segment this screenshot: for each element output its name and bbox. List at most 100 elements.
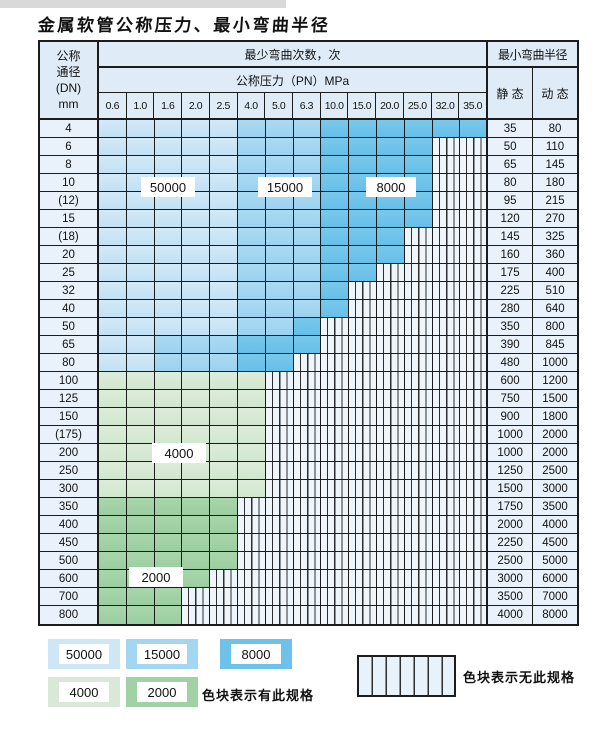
spec-cell bbox=[154, 138, 183, 155]
spec-cell bbox=[293, 120, 322, 137]
spec-cell bbox=[182, 156, 211, 173]
spec-cell bbox=[237, 318, 266, 335]
spec-cell bbox=[126, 552, 155, 569]
no-spec-cell bbox=[349, 282, 377, 299]
no-spec-cell bbox=[432, 498, 461, 515]
row-dn-label: 100 bbox=[40, 372, 99, 389]
spec-cell bbox=[321, 246, 350, 263]
no-spec-cell bbox=[376, 336, 405, 353]
row-dn-label: 20 bbox=[40, 246, 99, 263]
static-radius-value: 1250 bbox=[488, 462, 534, 479]
row-dn-label: 50 bbox=[40, 318, 99, 335]
spec-cell bbox=[154, 156, 183, 173]
header-dn-line: 通径 bbox=[56, 65, 81, 79]
spec-cell bbox=[210, 426, 238, 443]
row-dn-label: 800 bbox=[40, 606, 99, 624]
no-spec-cell bbox=[404, 570, 433, 587]
region-label-4000: 4000 bbox=[152, 443, 206, 463]
table-row: (175) 1000 2000 bbox=[40, 426, 577, 444]
spec-cell bbox=[210, 408, 238, 425]
no-spec-cell bbox=[265, 444, 294, 461]
spec-cell bbox=[154, 300, 183, 317]
no-spec-cell bbox=[293, 552, 322, 569]
no-spec-cell bbox=[349, 480, 377, 497]
dynamic-radius-value: 1000 bbox=[533, 354, 577, 371]
no-spec-cell bbox=[265, 534, 294, 551]
no-spec-cell bbox=[349, 318, 377, 335]
dynamic-radius-value: 2000 bbox=[533, 426, 577, 443]
spec-cell bbox=[321, 156, 350, 173]
no-spec-cell bbox=[432, 156, 461, 173]
spec-cell bbox=[349, 156, 377, 173]
spec-cell bbox=[99, 336, 127, 353]
spec-cell bbox=[237, 138, 266, 155]
spec-cell bbox=[182, 318, 211, 335]
no-spec-cell bbox=[265, 516, 294, 533]
no-spec-cell bbox=[460, 552, 489, 569]
spec-cell bbox=[126, 354, 155, 371]
no-spec-cell bbox=[404, 426, 433, 443]
no-spec-cell bbox=[432, 228, 461, 245]
row-dn-label: 8 bbox=[40, 156, 99, 173]
no-spec-cell bbox=[460, 138, 489, 155]
spec-cell bbox=[237, 426, 266, 443]
row-dn-label: 80 bbox=[40, 354, 99, 371]
no-spec-cell bbox=[460, 534, 489, 551]
spec-cell bbox=[182, 516, 211, 533]
row-dn-label: 450 bbox=[40, 534, 99, 551]
dynamic-radius-value: 8000 bbox=[533, 606, 577, 624]
no-spec-cell bbox=[349, 390, 377, 407]
no-spec-cell bbox=[432, 300, 461, 317]
no-spec-cell bbox=[404, 300, 433, 317]
dynamic-radius-value: 1500 bbox=[533, 390, 577, 407]
spec-cell bbox=[154, 210, 183, 227]
no-spec-cell bbox=[460, 228, 489, 245]
static-radius-value: 2250 bbox=[488, 534, 534, 551]
no-spec-cell bbox=[460, 156, 489, 173]
no-spec-cell bbox=[432, 480, 461, 497]
spec-cell bbox=[237, 336, 266, 353]
row-dn-label: 25 bbox=[40, 264, 99, 281]
no-spec-cell bbox=[376, 390, 405, 407]
no-spec-cell bbox=[349, 534, 377, 551]
no-spec-cell bbox=[293, 606, 322, 624]
pressure-tick: 35.0 bbox=[463, 99, 483, 112]
static-radius-value: 4000 bbox=[488, 606, 534, 624]
spec-cell bbox=[237, 282, 266, 299]
pressure-tick: 25.0 bbox=[404, 93, 432, 118]
no-spec-cell bbox=[321, 606, 350, 624]
row-dn-label: 10 bbox=[40, 174, 99, 191]
no-spec-cell bbox=[321, 390, 350, 407]
no-spec-cell bbox=[349, 372, 377, 389]
header-bend-cycles: 最少弯曲次数，次 bbox=[99, 42, 486, 68]
spec-cell bbox=[154, 426, 183, 443]
row-dn-label: 32 bbox=[40, 282, 99, 299]
dynamic-radius-value: 360 bbox=[533, 246, 577, 263]
no-spec-cell bbox=[460, 408, 489, 425]
no-spec-cell bbox=[376, 516, 405, 533]
no-spec-cell bbox=[349, 354, 377, 371]
spec-cell bbox=[182, 228, 211, 245]
no-spec-cell bbox=[321, 354, 350, 371]
static-radius-value: 280 bbox=[488, 300, 534, 317]
spec-cell bbox=[321, 282, 350, 299]
spec-cell bbox=[321, 138, 350, 155]
no-spec-cell bbox=[404, 606, 433, 624]
spec-cell bbox=[182, 462, 211, 479]
table-row: 15 120 270 bbox=[40, 210, 577, 228]
no-spec-cell bbox=[404, 552, 433, 569]
table-row: 300 1500 3000 bbox=[40, 480, 577, 498]
row-dn-label: 500 bbox=[40, 552, 99, 569]
spec-cell bbox=[210, 336, 238, 353]
no-spec-cell bbox=[376, 300, 405, 317]
static-radius-value: 50 bbox=[488, 138, 534, 155]
pressure-tick: 5.0 bbox=[265, 93, 294, 118]
table-row: 65 390 845 bbox=[40, 336, 577, 354]
row-dn-label: 700 bbox=[40, 588, 99, 605]
spec-cell bbox=[265, 264, 294, 281]
spec-cell bbox=[293, 300, 322, 317]
spec-cell bbox=[99, 606, 127, 624]
spec-cell bbox=[154, 282, 183, 299]
spec-cell bbox=[376, 210, 405, 227]
no-spec-cell bbox=[432, 570, 461, 587]
